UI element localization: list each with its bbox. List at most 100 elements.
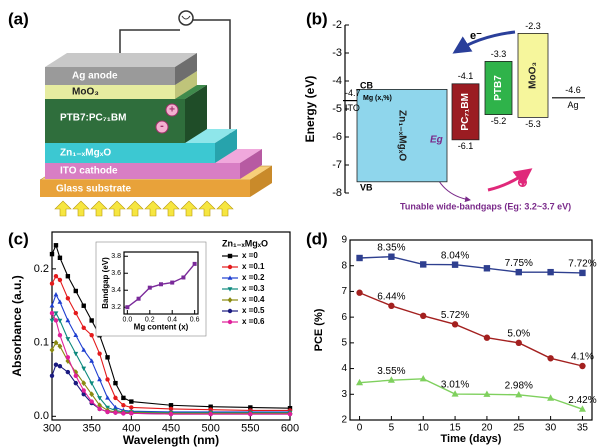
series-line (51, 312, 290, 415)
annotation: CB (360, 80, 373, 90)
marker (287, 406, 293, 411)
level-label: -6.1 (458, 141, 474, 151)
y-tick-label: 7 (341, 286, 347, 297)
marker (420, 261, 427, 268)
legend-title: Zn₁₋ₓMgₓO (222, 238, 268, 248)
marker (89, 381, 95, 386)
marker (89, 358, 95, 363)
data-label: 8.35% (377, 242, 405, 253)
level-label: -2.3 (525, 21, 541, 31)
data-label: 3.55% (377, 366, 405, 377)
x-tick-label: 0.4 (167, 316, 177, 323)
marker (65, 317, 71, 323)
marker (81, 325, 86, 331)
marker (73, 351, 79, 357)
bulb-filament (181, 15, 191, 20)
x-tick-label: 600 (281, 423, 299, 435)
marker (97, 376, 103, 382)
x-tick-label: 0 (357, 423, 363, 434)
legend-label: x =0.2 (242, 273, 265, 282)
data-label: 4.1% (571, 352, 594, 363)
marker (192, 261, 197, 266)
legend-label: x =0.5 (242, 306, 265, 315)
band-name: PC₇₁BM (460, 93, 471, 131)
energy-band (356, 89, 448, 183)
energy-band (484, 61, 513, 116)
data-label: 5.72% (441, 310, 469, 321)
y-tick-label: -6 (332, 131, 342, 143)
y-axis-label: Absorbance (a.u.) (10, 275, 24, 376)
marker (89, 399, 94, 404)
marker (105, 395, 110, 400)
marker (49, 373, 55, 378)
marker (89, 391, 95, 398)
series-line (51, 243, 291, 409)
y-tick-label: 3 (341, 389, 347, 400)
marker (356, 378, 364, 386)
band-name: Zn₁₋ₓMgₓO (396, 110, 407, 161)
data-label: 2.42% (568, 395, 596, 406)
marker (105, 355, 110, 360)
marker (65, 369, 71, 375)
layer-label: Ag anode (72, 71, 118, 82)
marker (113, 395, 118, 401)
marker (65, 355, 71, 360)
panel-label: (b) (306, 9, 328, 28)
marker (81, 380, 87, 386)
x-tick-label: 0.6 (190, 316, 200, 323)
x-tick-label: 15 (450, 423, 462, 434)
y-tick-label: 2 (341, 415, 347, 426)
x-axis-label: Wavelength (nm) (123, 433, 219, 447)
marker (579, 362, 586, 370)
marker (53, 318, 59, 323)
x-tick-label: 10 (418, 423, 430, 434)
marker (113, 380, 118, 386)
marker (89, 333, 94, 338)
marker (65, 274, 71, 279)
marker (53, 339, 59, 346)
legend-label: x =0.4 (242, 295, 265, 304)
x-tick-label: 0.2 (145, 316, 155, 323)
marker (515, 339, 522, 347)
electron-arrow (452, 30, 516, 54)
marker (73, 288, 78, 294)
marker (168, 403, 174, 408)
level-label: -5.2 (491, 116, 507, 126)
y-axis-label: PCE (%) (313, 308, 325, 351)
marker (73, 373, 79, 378)
marker (65, 337, 71, 342)
plot-frame (123, 251, 199, 315)
marker (57, 255, 63, 261)
marker (483, 265, 491, 272)
marker (49, 318, 55, 324)
legend-marker (227, 297, 233, 303)
y-tick-label: 8 (341, 260, 347, 271)
y-tick-label: -4 (332, 75, 342, 87)
marker (388, 253, 395, 260)
data-label: 6.44% (377, 291, 405, 302)
marker (147, 285, 152, 290)
layer-label: Glass substrate (56, 184, 131, 195)
y-axis-label: Bandgap (eV) (101, 257, 110, 309)
y-tick-label: 9 (341, 235, 347, 246)
marker (121, 411, 126, 416)
x-tick-label: 450 (162, 423, 180, 435)
panel-label: (c) (8, 229, 29, 248)
series-line (51, 275, 290, 411)
energy-band (451, 83, 480, 141)
marker (159, 282, 163, 287)
marker (81, 366, 87, 372)
marker (81, 347, 87, 352)
level-label: -4.6 (565, 85, 581, 95)
marker (89, 318, 94, 323)
data-label: 8.04% (441, 250, 469, 261)
data-label: 2.98% (505, 380, 533, 391)
marker (547, 355, 554, 362)
panel-label: (d) (306, 229, 328, 248)
marker (515, 390, 523, 398)
y-tick-label: 3.6 (111, 270, 121, 277)
marker (483, 334, 491, 341)
x-axis-label: Mg content (x) (134, 322, 189, 331)
marker (129, 399, 134, 404)
marker (547, 268, 554, 276)
